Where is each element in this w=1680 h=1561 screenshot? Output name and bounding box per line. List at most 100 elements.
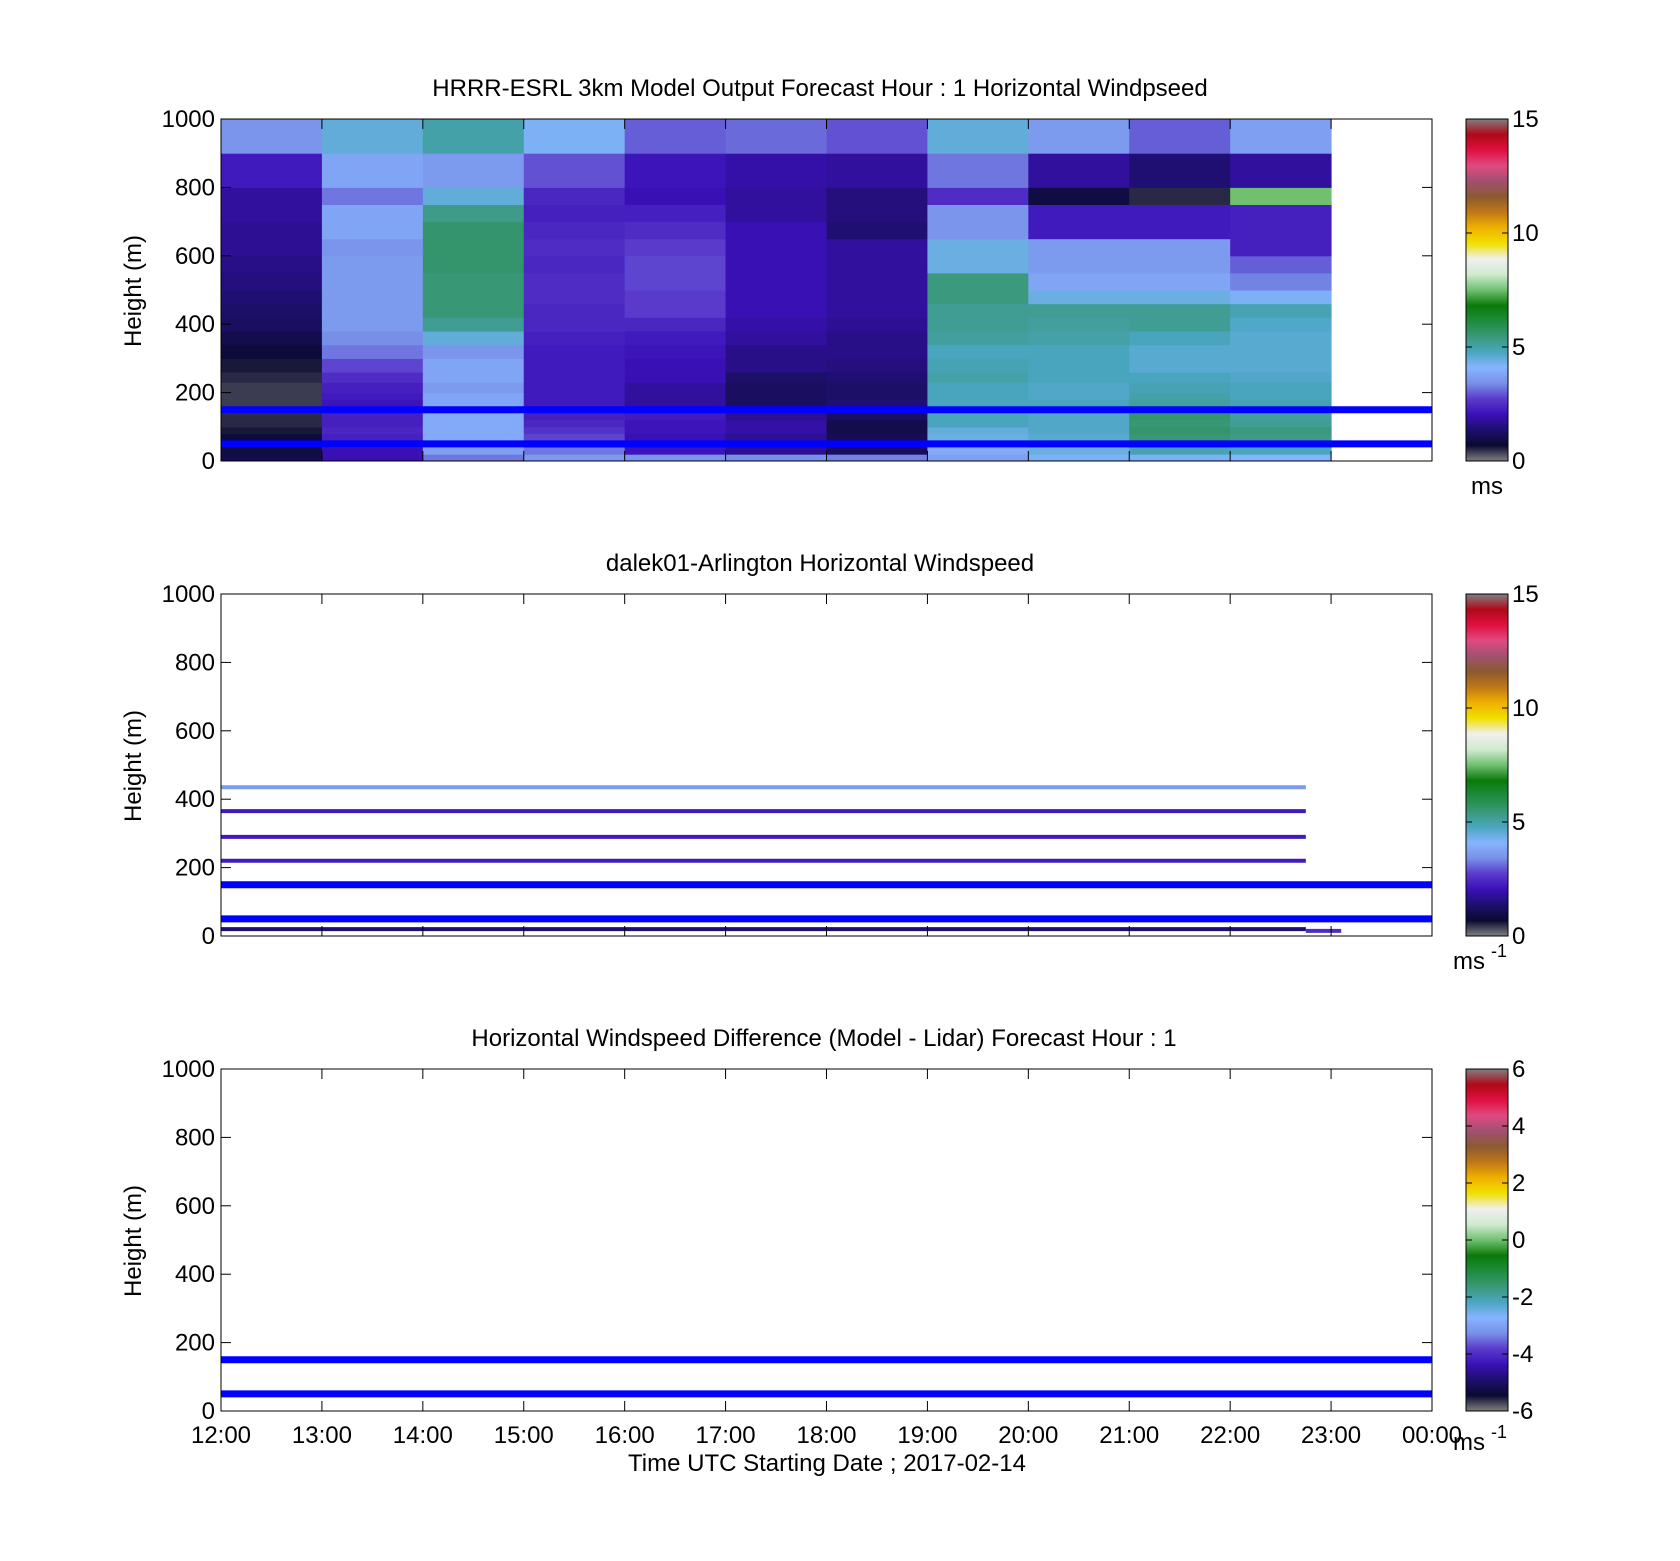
heatmap-cell [826, 454, 928, 462]
heatmap-cell [725, 238, 827, 257]
heatmap-cell [1230, 413, 1332, 421]
heatmap-cell [624, 187, 727, 205]
heatmap-cell [1129, 399, 1231, 407]
heatmap-cell [221, 331, 323, 346]
x-tick-label: 23:00 [1301, 1422, 1361, 1449]
heatmap-cell [422, 358, 525, 373]
heatmap-cell [826, 272, 928, 291]
heatmap-cell [826, 426, 928, 435]
y-tick-label: 600 [175, 1193, 215, 1220]
heatmap-cell [1129, 454, 1231, 462]
heatmap-cell [826, 399, 928, 407]
heatmap-cell [1230, 454, 1332, 462]
heatmap-cell [725, 187, 827, 205]
heatmap-cell [1230, 317, 1332, 332]
heatmap-cell [826, 372, 928, 383]
heatmap-cell [422, 426, 525, 435]
heatmap-cell [422, 382, 525, 394]
colorbar-tick-label: -6 [1512, 1398, 1533, 1425]
colorbar-unit-label: ms [1453, 1429, 1485, 1456]
heatmap-cell [826, 331, 928, 346]
heatmap-cell [523, 392, 626, 400]
heatmap-cell [422, 119, 525, 154]
heatmap-cell [624, 153, 727, 188]
heatmap-cell [523, 303, 626, 318]
heatmap-cell [1129, 413, 1231, 421]
panel-lidar-ylabel: Height (m) [120, 710, 147, 822]
x-tick-label: 18:00 [796, 1422, 856, 1449]
colorbar-tick-label: 5 [1512, 334, 1525, 361]
heatmap-cell [1230, 344, 1332, 359]
colorbar-gradient [1465, 118, 1509, 462]
heatmap-cell [321, 392, 424, 400]
heatmap-cell [624, 204, 727, 223]
heatmap-cell [1028, 153, 1130, 188]
heatmap-cell [725, 372, 827, 383]
heatmap-cell [1230, 204, 1332, 223]
heatmap-cell [422, 399, 525, 407]
heatmap-cell [422, 290, 525, 305]
panel-lidar-title: dalek01-Arlington Horizontal Windspeed [606, 550, 1034, 577]
panel-lidar-colorbar: 0 5 10 15 ms -1 [1453, 581, 1539, 975]
colorbar-tick-label: 10 [1512, 220, 1539, 247]
heatmap-cell [927, 454, 1029, 462]
heatmap-cell [523, 426, 626, 435]
heatmap-cell [1230, 187, 1332, 205]
heatmap-cell [1230, 331, 1332, 346]
panel-model: HRRR-ESRL 3km Model Output Forecast Hour… [120, 75, 1539, 500]
heatmap-cell [523, 331, 626, 346]
heatmap-cell [321, 331, 424, 346]
colorbar-tick-label: 5 [1512, 809, 1525, 836]
heatmap-cell [1129, 187, 1231, 205]
heatmap-cell [1129, 303, 1231, 318]
heatmap-cell [927, 153, 1029, 188]
heatmap-cell [624, 255, 727, 274]
heatmap-cell [221, 392, 323, 400]
y-tick-label: 1000 [162, 106, 215, 133]
heatmap-cell [927, 433, 1029, 441]
heatmap-cell [523, 204, 626, 223]
heatmap-cell [826, 358, 928, 373]
colorbar-gradient [1465, 1068, 1509, 1412]
heatmap-cell [1230, 255, 1332, 274]
heatmap-cell [523, 447, 626, 455]
heatmap-cell [1028, 119, 1130, 154]
y-tick-label: 800 [175, 1124, 215, 1151]
heatmap-cell [1230, 358, 1332, 373]
heatmap-cell [221, 358, 323, 373]
heatmap-cell [725, 331, 827, 346]
y-tick-label: 400 [175, 311, 215, 338]
heatmap-cell [624, 221, 727, 240]
heatmap-cell [1028, 454, 1130, 462]
heatmap-cell [725, 255, 827, 274]
heatmap-cell [422, 187, 525, 205]
heatmap-cell [927, 119, 1029, 154]
y-tick-label: 600 [175, 243, 215, 270]
heatmap-cell [927, 290, 1029, 305]
heatmap-cell [1129, 331, 1231, 346]
heatmap-cell [1028, 255, 1130, 274]
heatmap-cell [1230, 382, 1332, 394]
heatmap-cell [725, 119, 827, 154]
heatmap-cell [1028, 204, 1130, 223]
heatmap-cell [624, 272, 727, 291]
heatmap-cell [826, 447, 928, 455]
heatmap-cell [1230, 433, 1332, 441]
heatmap-cell [321, 413, 424, 421]
heatmap-cell [221, 372, 323, 383]
x-tick-label: 16:00 [595, 1422, 655, 1449]
heatmap-cell [1129, 119, 1231, 154]
heatmap-cell [1028, 447, 1130, 455]
heatmap-cell [725, 392, 827, 400]
colorbar-unit-label: ms [1453, 948, 1485, 975]
heatmap-cell [1129, 372, 1231, 383]
y-tick-label: 1000 [162, 1056, 215, 1083]
heatmap-cell [321, 153, 424, 188]
heatmap-cell [1230, 399, 1332, 407]
heatmap-cell [725, 426, 827, 435]
heatmap-cell [1230, 221, 1332, 240]
heatmap-cell [321, 382, 424, 394]
panel-difference-plot-area: 12:00 13:00 14:00 15:00 16:00 17:00 18:00 19:00… [162, 1056, 1462, 1449]
heatmap-cell [927, 255, 1029, 274]
